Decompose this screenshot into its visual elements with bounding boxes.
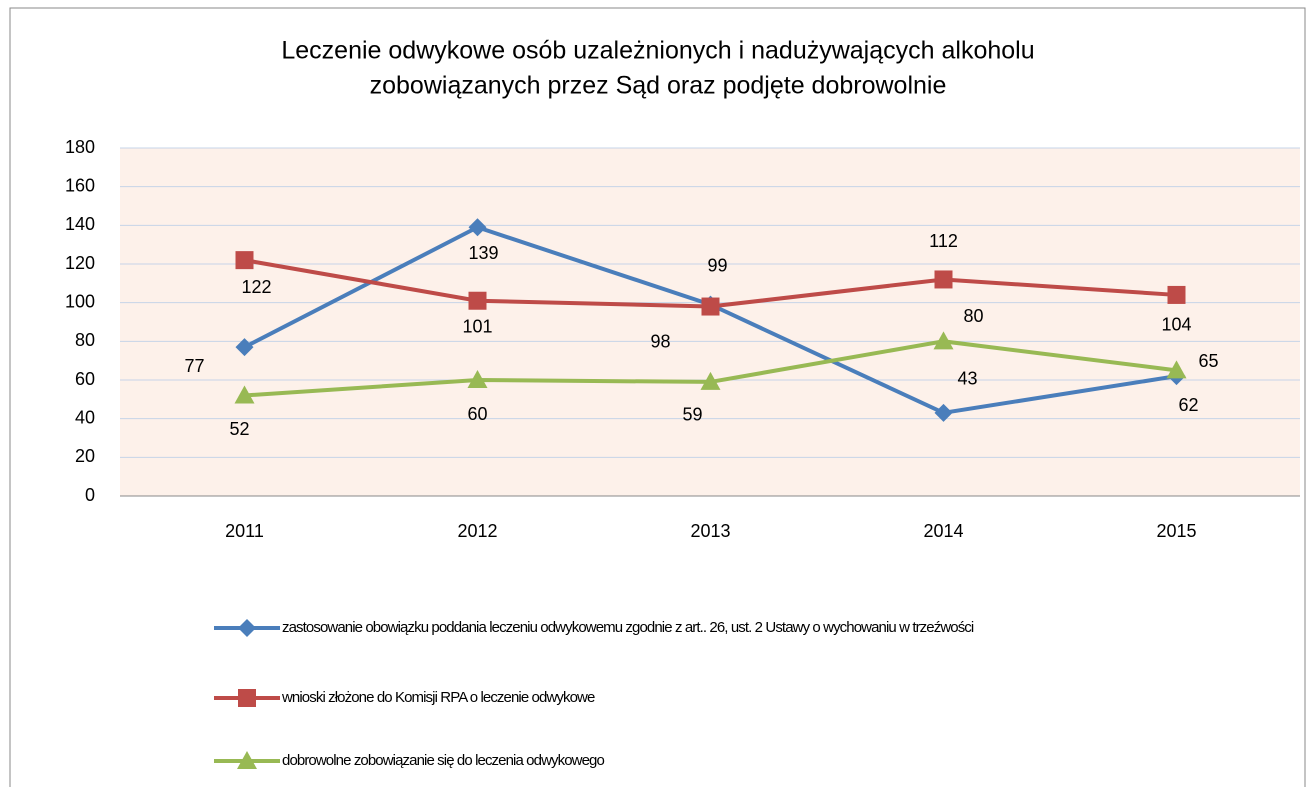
chart-title: zobowiązanych przez Sąd oraz podjęte dob… <box>370 72 947 100</box>
x-tick-label: 2011 <box>225 521 264 541</box>
y-tick-label: 60 <box>75 369 95 389</box>
data-label: 139 <box>468 243 498 263</box>
data-label: 112 <box>929 231 958 251</box>
marker <box>467 370 488 388</box>
data-label: 52 <box>229 419 249 439</box>
data-label: 43 <box>957 369 977 389</box>
y-tick-label: 120 <box>65 253 95 273</box>
y-tick-label: 0 <box>85 485 95 505</box>
plot-area <box>120 148 1300 496</box>
legend-label: zastosowanie obowiązku poddania leczeniu… <box>282 619 974 636</box>
legend-marker <box>238 619 256 637</box>
y-tick-label: 80 <box>75 330 95 350</box>
data-label: 77 <box>184 356 204 376</box>
data-label: 59 <box>682 405 702 425</box>
legend-marker <box>238 689 256 707</box>
x-tick-label: 2013 <box>690 521 730 541</box>
y-tick-label: 40 <box>75 407 95 427</box>
marker <box>700 371 721 390</box>
marker <box>934 403 953 422</box>
x-tick-label: 2014 <box>923 521 963 541</box>
y-tick-label: 180 <box>65 137 95 157</box>
data-label: 101 <box>462 316 492 336</box>
marker <box>934 270 953 289</box>
legend-marker <box>237 751 257 769</box>
y-tick-label: 140 <box>65 214 95 234</box>
legend-label: dobrowolne zobowiązanie się do leczenia … <box>282 752 604 769</box>
marker <box>234 385 255 404</box>
marker <box>235 338 254 357</box>
y-tick-label: 20 <box>75 446 95 466</box>
marker <box>235 251 254 270</box>
x-tick-label: 2012 <box>457 521 497 541</box>
data-label: 60 <box>467 404 487 424</box>
data-label: 98 <box>650 331 670 351</box>
data-label: 80 <box>963 306 983 326</box>
marker <box>933 331 954 350</box>
chart-title: Leczenie odwykowe osób uzależnionych i n… <box>281 37 1034 65</box>
legend-label: wnioski złożone do Komisji RPA o leczeni… <box>281 689 595 706</box>
marker <box>468 218 487 237</box>
data-label: 62 <box>1178 395 1198 415</box>
marker <box>1167 285 1186 304</box>
data-label: 99 <box>707 255 727 275</box>
data-label: 122 <box>241 277 271 297</box>
marker <box>1166 360 1187 379</box>
data-label: 104 <box>1161 315 1191 335</box>
y-tick-label: 100 <box>65 291 95 311</box>
x-tick-label: 2015 <box>1156 521 1196 541</box>
marker <box>468 291 487 310</box>
marker <box>701 297 720 316</box>
data-label: 65 <box>1198 351 1218 371</box>
y-tick-label: 160 <box>65 175 95 195</box>
